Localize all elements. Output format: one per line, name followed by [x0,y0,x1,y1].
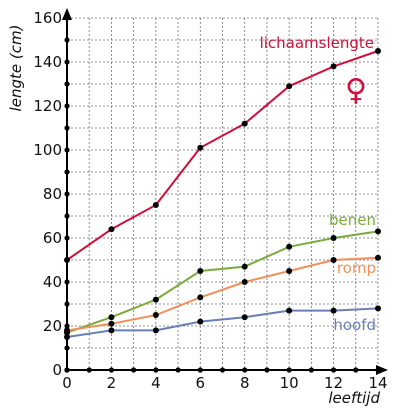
data-point-lichaamslengte [286,83,293,90]
x-axis-tick [375,367,381,373]
data-point-romp [197,294,204,301]
y-axis-tick [64,15,70,21]
data-point-lichaamslengte [375,48,381,54]
series-label-benen: benen [329,211,376,229]
data-point-romp [241,279,248,285]
y-axis-tick [64,367,70,373]
y-axis-tick [64,213,70,219]
data-point-hoofd [375,305,381,312]
data-point-benen [241,263,248,270]
y-tick-label: 80 [43,185,62,203]
series-line-lichaamslengte [66,50,379,261]
data-point-benen [330,235,337,241]
x-tick-label: 2 [107,374,117,392]
x-tick-label: 0 [62,374,72,392]
axes [62,8,388,375]
series-line-hoofd [66,307,379,338]
y-axis-tick [64,301,70,307]
y-tick-label: 60 [43,229,62,247]
y-axis-arrow [62,8,72,20]
x-axis-tick [353,367,359,373]
x-axis-tick [131,367,137,373]
data-point-benen [152,296,159,303]
y-axis-tick [64,59,70,65]
x-tick-label: 8 [240,374,250,392]
x-axis-tick [153,367,159,373]
x-axis-tick [197,367,203,373]
series-label-romp: romp [337,259,376,277]
data-point-hoofd [64,334,70,340]
y-axis-label: lengte (cm) [7,25,25,112]
data-point-romp [108,320,115,327]
series-label-hoofd: hoofd [333,316,376,334]
x-axis-tick [308,367,314,373]
data-point-lichaamslengte [108,226,115,233]
x-axis-tick [175,367,181,373]
data-point-hoofd [241,314,248,321]
x-tick-label: 4 [151,374,161,392]
x-axis-label: leeftijd [328,389,380,407]
x-axis-tick [86,367,92,373]
data-point-hoofd [108,327,115,334]
y-tick-label: 100 [33,141,62,159]
data-point-benen [197,268,204,274]
x-axis-arrow [376,365,388,375]
y-tick-label: 20 [43,317,62,335]
female-symbol-icon: ♀ [345,73,367,108]
data-point-benen [286,243,293,250]
x-axis-tick [219,367,226,373]
y-axis-tick [64,191,70,197]
series-line-benen [66,230,379,334]
y-axis-tick [64,279,70,285]
y-axis-tick [64,323,70,329]
y-axis-tick [64,345,70,351]
x-tick-label: 6 [196,374,206,392]
x-axis-tick [286,367,292,373]
x-tick-label: 12 [324,374,343,392]
series-line-romp [66,256,379,332]
series-lines [64,48,381,340]
x-axis-tick [264,367,270,373]
data-point-romp [64,327,70,334]
y-axis-tick [64,37,70,43]
data-point-benen [375,228,381,235]
y-axis-tick [64,81,70,87]
y-axis-tick [64,235,70,241]
y-axis-tick [64,125,70,131]
data-point-hoofd [330,307,337,314]
y-tick-label: 140 [33,53,62,71]
data-point-lichaamslengte [152,202,159,208]
data-point-romp [286,268,293,274]
y-axis-tick [64,169,70,175]
data-point-hoofd [286,307,293,314]
y-tick-label: 0 [52,361,62,379]
y-tick-label: 120 [33,97,62,115]
x-tick-label: 14 [368,374,387,392]
data-point-lichaamslengte [330,63,337,70]
data-point-benen [108,314,115,321]
data-point-romp [375,254,381,261]
data-point-hoofd [152,327,159,334]
x-axis-tick [330,367,337,373]
y-tick-label: 40 [43,273,62,291]
data-point-lichaamslengte [197,144,204,151]
data-point-hoofd [197,318,204,325]
y-tick-label: 160 [33,9,62,27]
data-point-romp [330,257,337,263]
y-axis-tick [64,147,70,153]
y-axis-tick [64,103,70,109]
x-axis-tick [108,367,115,373]
data-point-romp [152,312,159,318]
data-point-lichaamslengte [241,120,248,127]
x-axis-tick [242,367,248,373]
data-point-lichaamslengte [64,257,70,263]
series-label-lichaamslengte: lichaamslengte [260,34,374,52]
x-tick-label: 10 [280,374,299,392]
